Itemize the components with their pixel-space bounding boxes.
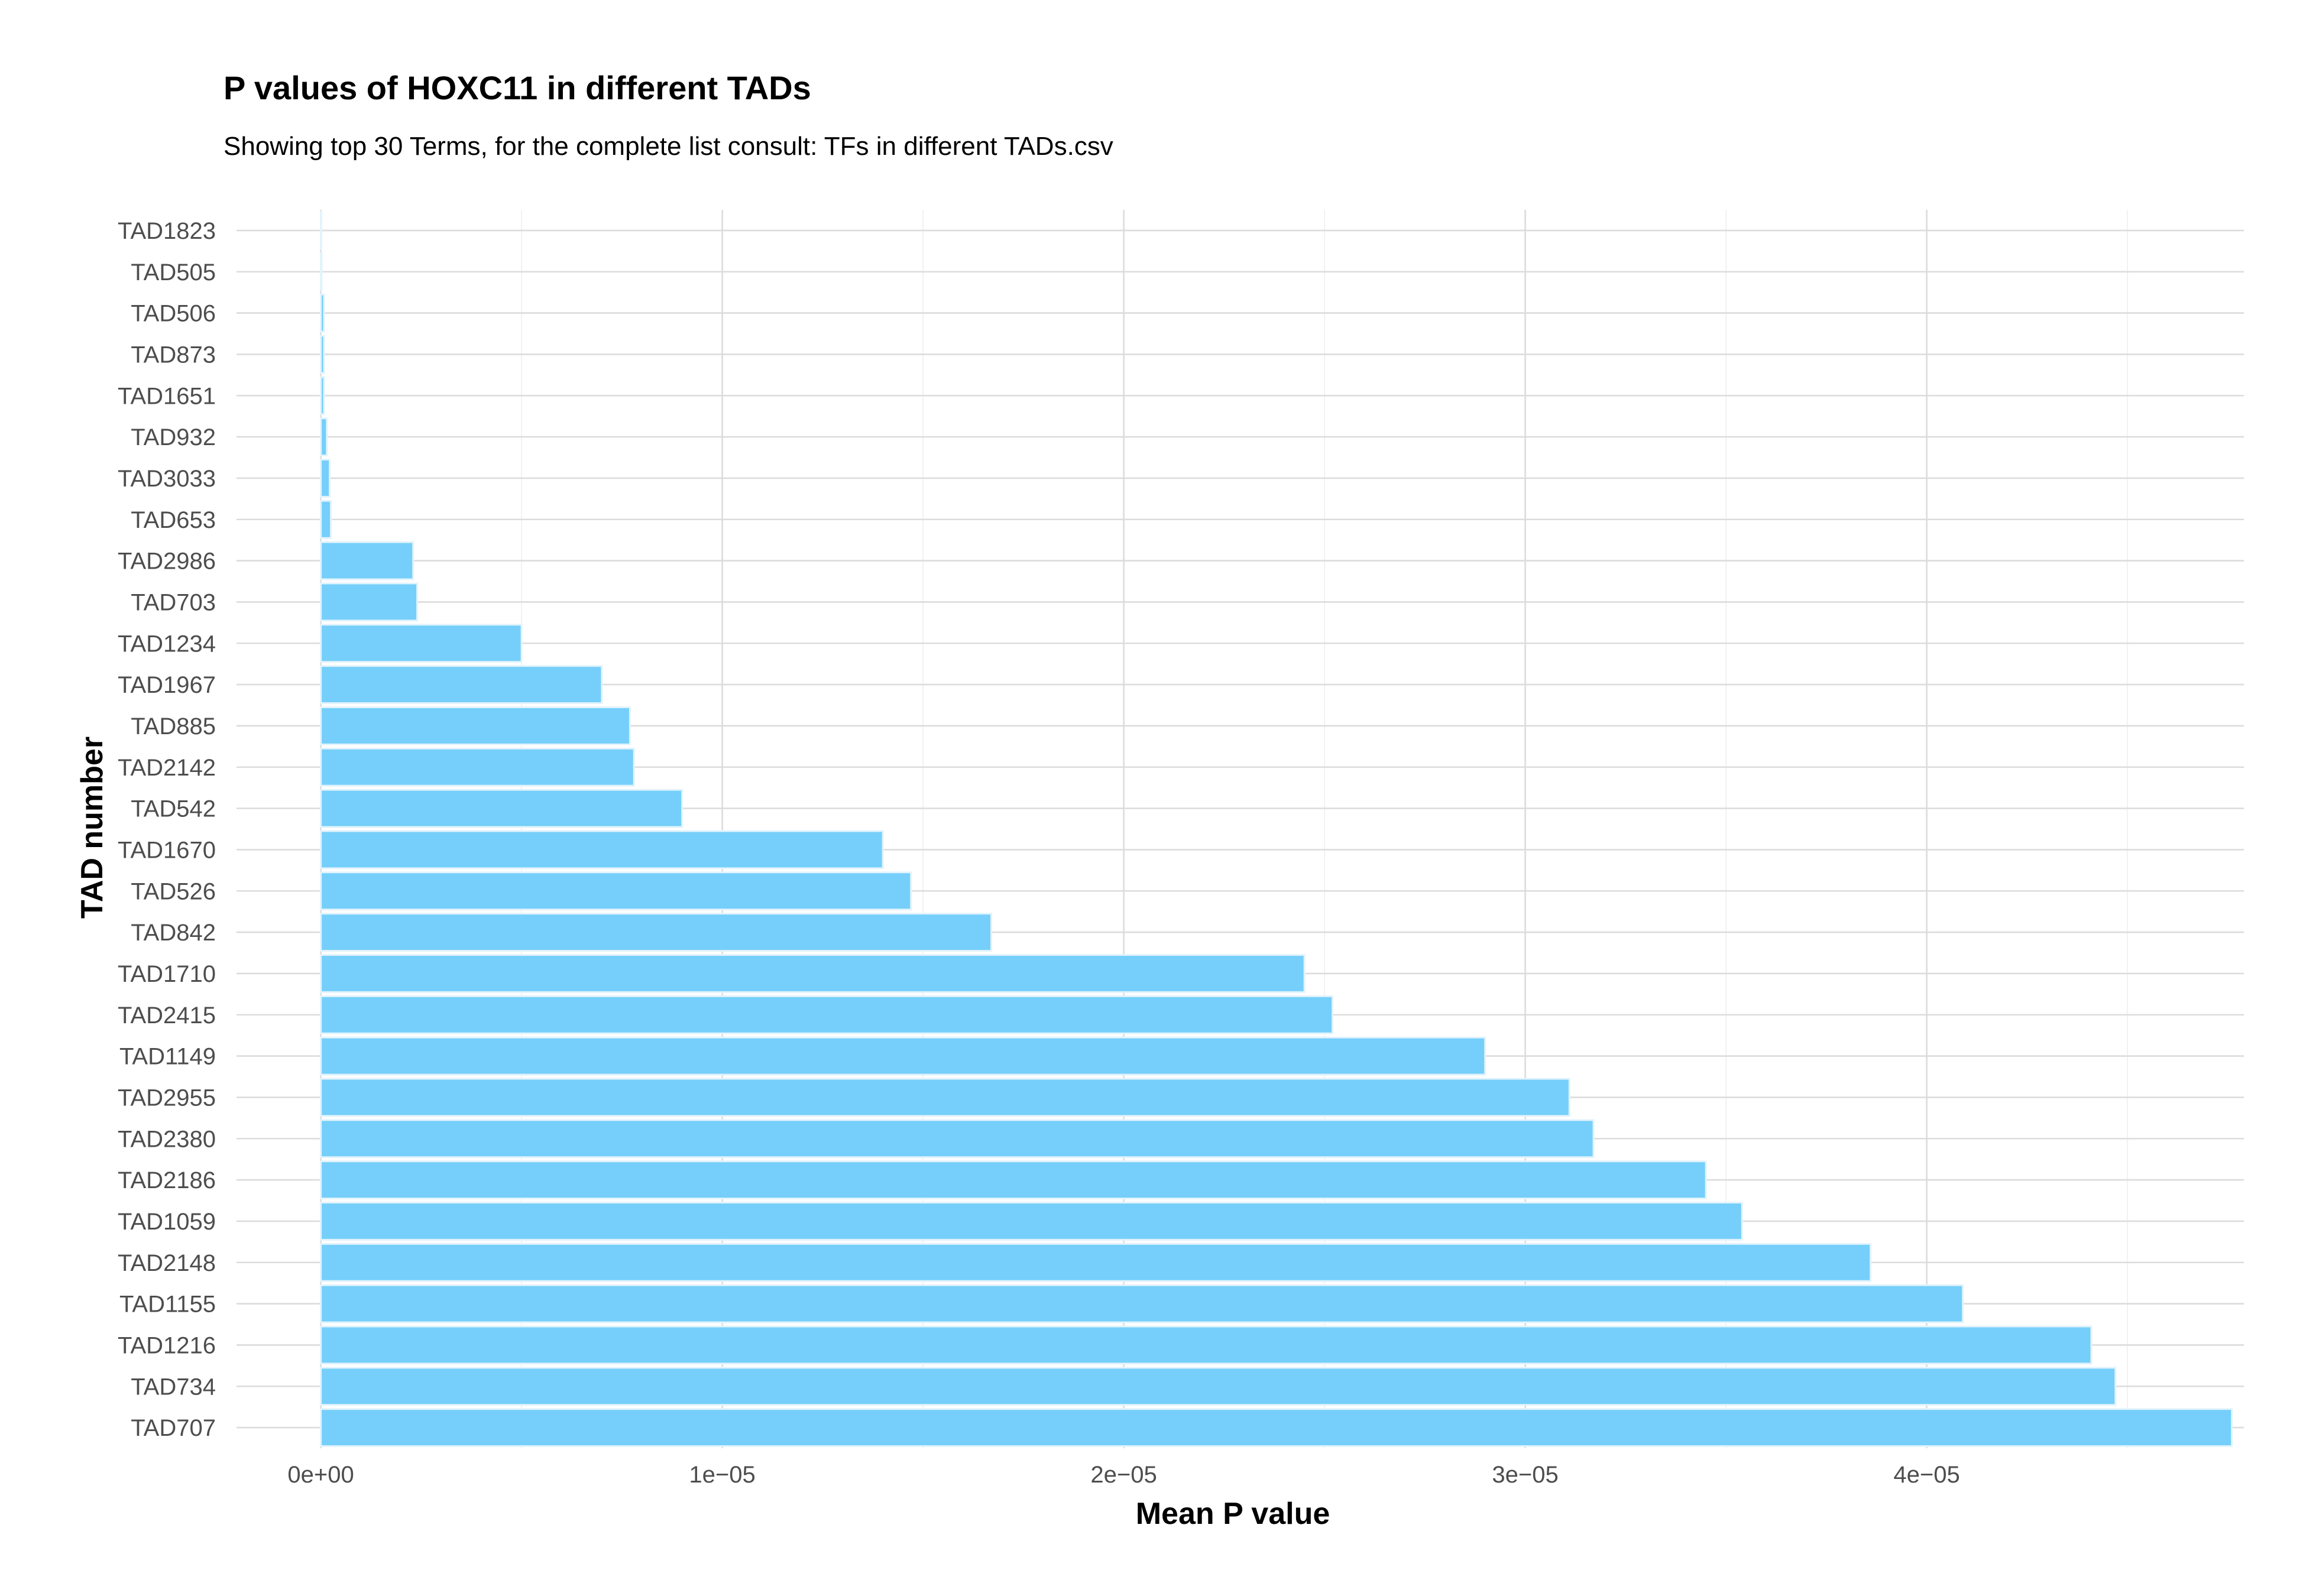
y-tick-label: TAD2415 — [118, 1003, 216, 1029]
y-tick-label: TAD1710 — [118, 961, 216, 987]
bar-tad2986 — [320, 541, 414, 580]
x-axis-tick-labels: 0e+00 1e−05 2e−05 3e−05 4e−05 — [287, 1462, 1960, 1488]
y-tick-label: TAD1149 — [119, 1044, 216, 1070]
bar-tad2148 — [320, 1243, 1872, 1282]
bar-tad2186 — [320, 1160, 1707, 1200]
y-tick-label: TAD653 — [131, 507, 216, 533]
chart-subtitle: Showing top 30 Terms, for the complete l… — [224, 132, 1113, 161]
bar-tad1155 — [320, 1284, 1964, 1323]
y-tick-label: TAD542 — [131, 796, 216, 822]
bar-tad2380 — [320, 1119, 1595, 1159]
y-tick-label: TAD1670 — [118, 837, 216, 863]
bar-tad1823 — [320, 210, 322, 250]
bar-tad885 — [320, 706, 631, 745]
x-tick-label: 1e−05 — [689, 1462, 755, 1488]
y-tick-label: TAD703 — [131, 589, 216, 615]
x-tick-label: 0e+00 — [287, 1462, 354, 1488]
bar-tad842 — [320, 913, 993, 952]
y-tick-label: TAD506 — [131, 301, 216, 327]
y-tick-label: TAD1234 — [118, 631, 216, 657]
y-tick-label: TAD2955 — [118, 1085, 216, 1111]
y-tick-label: TAD2142 — [118, 755, 216, 781]
y-tick-label: TAD1155 — [119, 1292, 216, 1318]
bar-tad1967 — [320, 665, 603, 705]
y-tick-label: TAD2986 — [118, 549, 216, 575]
bar-tad1059 — [320, 1201, 1743, 1241]
y-tick-label: TAD526 — [131, 878, 216, 904]
x-tick-label: 3e−05 — [1492, 1462, 1558, 1488]
bar-tad2955 — [320, 1078, 1570, 1117]
bars — [320, 210, 2233, 1448]
y-tick-label: TAD873 — [131, 342, 216, 368]
y-tick-label: TAD1059 — [118, 1209, 216, 1235]
y-tick-label: TAD842 — [131, 920, 216, 946]
y-tick-label: TAD2148 — [118, 1250, 216, 1276]
bar-tad1216 — [320, 1325, 2093, 1365]
bar-tad703 — [320, 582, 419, 622]
bar-tad932 — [320, 417, 328, 457]
y-tick-label: TAD2380 — [118, 1126, 216, 1152]
y-tick-label: TAD734 — [131, 1374, 216, 1400]
y-tick-label: TAD707 — [131, 1415, 216, 1441]
chart-title: P values of HOXC11 in different TADs — [224, 69, 811, 106]
y-axis-tick-labels: TAD1823 TAD505 TAD506 TAD873 TAD1651 TAD932 TA… — [118, 218, 216, 1441]
bar-tad1710 — [320, 953, 1306, 993]
bar-tad707 — [320, 1408, 2233, 1448]
y-tick-label: TAD1651 — [118, 383, 216, 409]
y-tick-label: TAD3033 — [118, 466, 216, 492]
y-axis-title: TAD number — [75, 737, 109, 919]
y-tick-label: TAD932 — [131, 424, 216, 450]
x-axis-title: Mean P value — [1136, 1497, 1330, 1531]
bar-tad506 — [320, 293, 325, 333]
bar-tad653 — [320, 499, 332, 539]
bar-tad2415 — [320, 995, 1334, 1034]
y-tick-label: TAD1823 — [118, 218, 216, 244]
bar-tad1149 — [320, 1036, 1486, 1076]
bar-tad542 — [320, 789, 684, 828]
y-tick-label: TAD505 — [131, 259, 216, 286]
y-tick-label: TAD2186 — [118, 1167, 216, 1193]
y-tick-label: TAD885 — [131, 713, 216, 739]
y-tick-label: TAD1967 — [118, 672, 216, 698]
bar-tad1234 — [320, 624, 523, 663]
bar-tad505 — [320, 252, 323, 291]
y-tick-label: TAD1216 — [118, 1332, 216, 1358]
bar-tad734 — [320, 1367, 2117, 1406]
bar-tad2142 — [320, 747, 635, 787]
bar-tad873 — [320, 335, 325, 374]
bar-tad1651 — [320, 376, 325, 416]
bar-tad526 — [320, 871, 912, 911]
bar-tad3033 — [320, 458, 331, 498]
x-tick-label: 2e−05 — [1090, 1462, 1157, 1488]
bar-tad1670 — [320, 830, 884, 870]
x-tick-label: 4e−05 — [1893, 1462, 1960, 1488]
